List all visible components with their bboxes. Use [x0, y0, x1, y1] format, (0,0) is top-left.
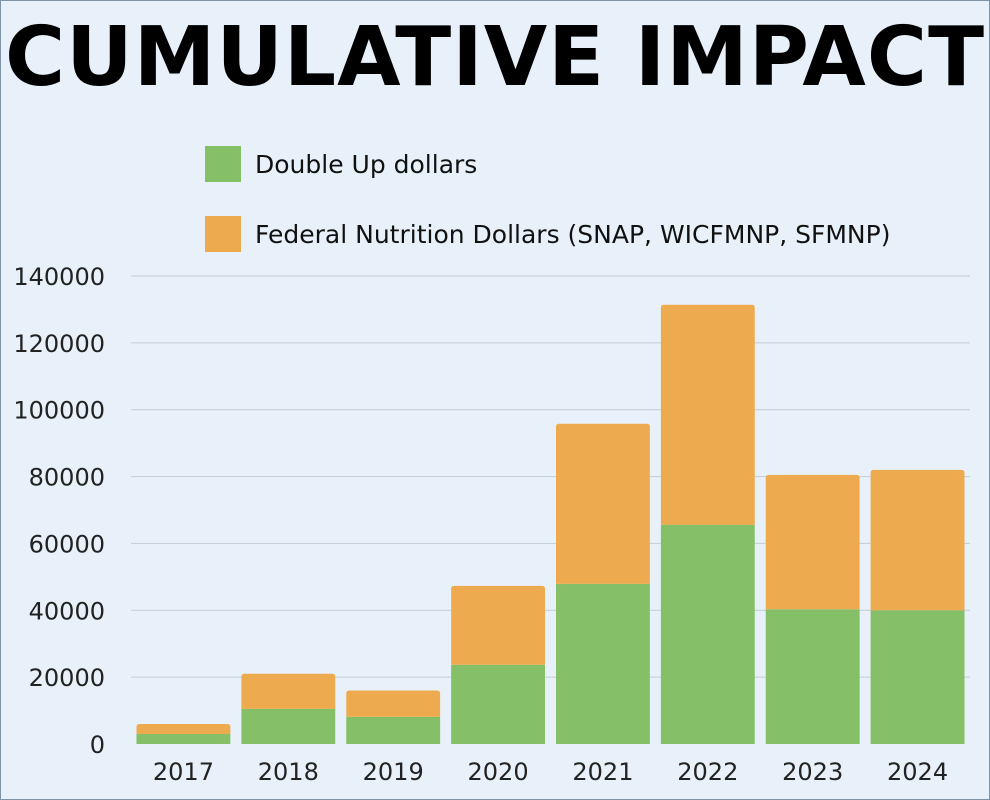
y-tick-label: 60000: [29, 530, 105, 558]
bar-double-up-2024: [870, 610, 965, 744]
y-tick-label: 40000: [29, 597, 105, 625]
legend-swatch-federal: [205, 216, 241, 252]
y-tick-label: 20000: [29, 664, 105, 692]
bar-federal-2017: [136, 723, 231, 734]
bar-double-up-2017: [136, 733, 231, 744]
x-tick-label: 2020: [468, 758, 529, 786]
legend: Double Up dollars Federal Nutrition Doll…: [205, 146, 890, 286]
bar-federal-2022: [660, 304, 755, 525]
bar-federal-2024: [870, 469, 965, 611]
y-tick-label: 100000: [13, 397, 105, 425]
x-tick-label: 2021: [572, 758, 633, 786]
legend-label-federal: Federal Nutrition Dollars (SNAP, WICFMNP…: [255, 219, 891, 249]
bar-double-up-2020: [451, 664, 545, 744]
legend-swatch-double-up: [205, 146, 241, 182]
bar-double-up-2019: [346, 716, 441, 744]
bar-federal-2023: [765, 474, 860, 610]
legend-item-federal: Federal Nutrition Dollars (SNAP, WICFMNP…: [205, 216, 890, 252]
y-tick-label: 0: [90, 731, 105, 759]
chart-title: CUMULATIVE IMPACT: [4, 10, 986, 105]
x-tick-label: 2024: [887, 758, 948, 786]
bar-double-up-2023: [765, 609, 860, 744]
y-tick-label: 140000: [13, 263, 105, 291]
bar-double-up-2022: [660, 524, 755, 744]
legend-label-double-up: Double Up dollars: [255, 149, 478, 179]
x-tick-label: 2018: [258, 758, 319, 786]
x-tick-label: 2022: [677, 758, 738, 786]
y-tick-label: 80000: [29, 464, 105, 492]
bar-double-up-2018: [241, 708, 336, 744]
bar-federal-2018: [241, 673, 336, 709]
y-tick-label: 120000: [13, 330, 105, 358]
bar-federal-2020: [451, 585, 545, 665]
x-tick-label: 2017: [153, 758, 214, 786]
bar-federal-2019: [346, 690, 441, 717]
x-tick-label: 2023: [782, 758, 843, 786]
x-tick-label: 2019: [363, 758, 424, 786]
legend-item-double-up: Double Up dollars: [205, 146, 890, 182]
bar-federal-2021: [556, 423, 650, 584]
bar-double-up-2021: [556, 583, 650, 744]
